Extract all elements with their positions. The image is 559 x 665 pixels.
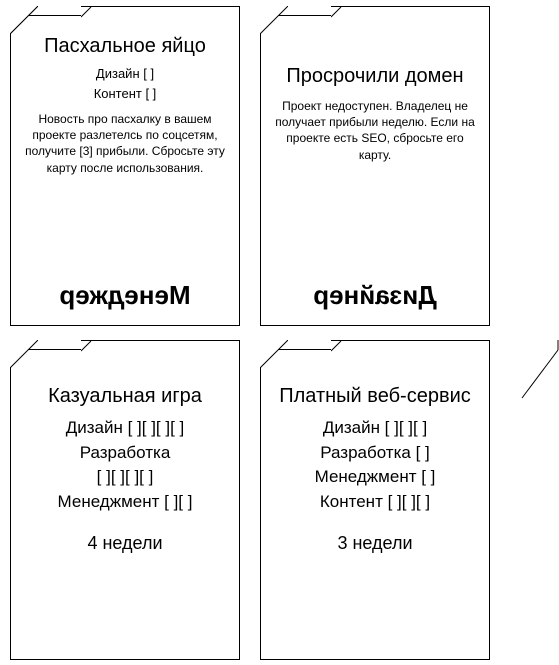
requirement-line: Разработка [ ] xyxy=(271,441,479,466)
card-tab xyxy=(269,340,331,350)
card-body: Проект недоступен. Владелец не получает … xyxy=(271,98,479,163)
requirement-line: Дизайн [ ][ ][ ][ ] xyxy=(21,416,229,441)
card-title: Платный веб-сервис xyxy=(271,385,479,408)
card-paid-web-service: Платный веб-сервис Дизайн [ ][ ][ ] Разр… xyxy=(260,340,490,660)
card-title: Казуальная игра xyxy=(21,385,229,408)
requirement-line: Дизайн [ ][ ][ ] xyxy=(271,416,479,441)
checklist-line: Контент [ ] xyxy=(21,84,229,104)
card-title: Пасхальное яйцо xyxy=(21,35,229,58)
card-tab xyxy=(19,6,81,16)
tab-diagonal-icon xyxy=(331,6,343,24)
requirement-line: Разработка xyxy=(21,441,229,466)
requirement-line: [ ][ ][ ][ ] xyxy=(21,465,229,490)
card-title: Просрочили домен xyxy=(271,65,479,88)
mirror-role-label: Менеджер xyxy=(11,280,239,311)
tab-diagonal-icon xyxy=(81,6,93,24)
card-body: Новость про пасхалку в вашем проекте раз… xyxy=(21,111,229,176)
checklist-line: Дизайн [ ] xyxy=(21,64,229,84)
requirement-line: Менеджмент [ ] xyxy=(271,465,479,490)
card-requirements: Дизайн [ ][ ][ ] Разработка [ ] Менеджме… xyxy=(271,416,479,515)
tab-diagonal-icon xyxy=(81,340,93,358)
card-requirements: Дизайн [ ][ ][ ][ ] Разработка [ ][ ][ ]… xyxy=(21,416,229,515)
mirror-role-label: Дизайнер xyxy=(261,280,489,311)
card-tab xyxy=(269,6,331,16)
card-casual-game: Казуальная игра Дизайн [ ][ ][ ][ ] Разр… xyxy=(10,340,240,660)
tab-diagonal-icon xyxy=(331,340,343,358)
requirement-line: Менеджмент [ ][ ] xyxy=(21,490,229,515)
card-checklist: Дизайн [ ] Контент [ ] xyxy=(21,64,229,103)
card-tab xyxy=(19,340,81,350)
requirement-line: Контент [ ][ ][ ] xyxy=(271,490,479,515)
card-easter-egg: Пасхальное яйцо Дизайн [ ] Контент [ ] Н… xyxy=(10,6,240,326)
card-duration: 4 недели xyxy=(21,533,229,554)
card-domain-expired: Просрочили домен Проект недоступен. Влад… xyxy=(260,6,490,326)
partial-card-edge-icon xyxy=(512,340,559,405)
card-duration: 3 недели xyxy=(271,533,479,554)
